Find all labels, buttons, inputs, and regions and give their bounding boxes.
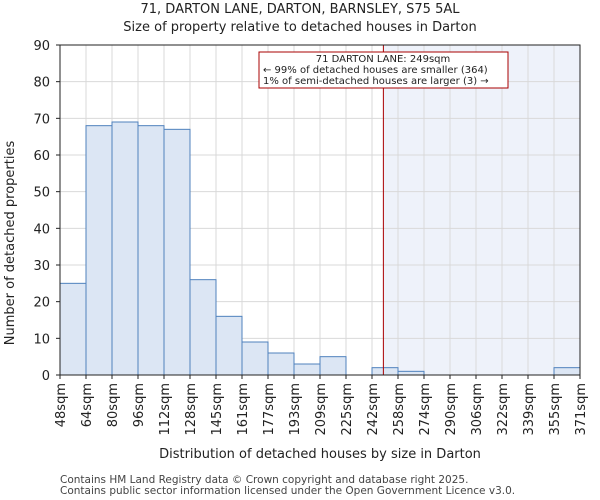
y-tick-label: 40 <box>33 222 50 237</box>
x-tick-label: 96sqm <box>132 383 147 427</box>
y-tick-label: 60 <box>33 149 50 164</box>
bar <box>319 356 347 376</box>
bar <box>215 315 243 376</box>
x-tick-label: 242sqm <box>366 383 381 436</box>
x-tick-label: 258sqm <box>392 383 407 436</box>
y-tick-label: 50 <box>33 186 50 201</box>
x-tick-label: 48sqm <box>54 383 69 427</box>
y-tick-label: 20 <box>33 296 50 311</box>
x-tick-label: 128sqm <box>184 383 199 436</box>
chart-title: 71, DARTON LANE, DARTON, BARNSLEY, S75 5… <box>141 2 461 17</box>
annotation-line-2: ← 99% of detached houses are smaller (36… <box>263 65 488 76</box>
x-tick-label: 355sqm <box>548 383 563 436</box>
bar <box>59 282 87 376</box>
x-tick-label: 290sqm <box>444 383 459 436</box>
y-axis-label: Number of detached properties <box>3 141 18 346</box>
x-tick-label: 306sqm <box>470 383 485 436</box>
bar <box>293 363 321 376</box>
x-tick-label: 322sqm <box>496 383 511 436</box>
y-axis-ticks: 0 10 20 30 40 50 60 70 80 90 <box>33 39 60 384</box>
x-tick-label: 64sqm <box>80 383 95 427</box>
footer-line-2: Contains public sector information licen… <box>60 485 515 497</box>
y-tick-label: 80 <box>33 76 50 91</box>
y-tick-label: 30 <box>33 259 50 274</box>
y-tick-label: 90 <box>33 39 50 54</box>
x-tick-label: 339sqm <box>522 383 537 436</box>
x-tick-label: 177sqm <box>262 383 277 436</box>
x-tick-label: 145sqm <box>210 383 225 436</box>
bars <box>59 121 581 376</box>
bar <box>267 352 295 376</box>
y-tick-label: 70 <box>33 112 50 127</box>
bar <box>163 128 191 376</box>
bar <box>371 367 399 376</box>
bar <box>553 367 581 376</box>
x-tick-label: 80sqm <box>106 383 121 427</box>
bar <box>111 121 139 376</box>
annotation-line-3: 1% of semi-detached houses are larger (3… <box>263 76 489 87</box>
x-tick-label: 112sqm <box>158 383 173 436</box>
larger-region-shade <box>383 45 580 375</box>
annotation-box: 71 DARTON LANE: 249sqm ← 99% of detached… <box>258 51 509 89</box>
y-tick-label: 10 <box>33 332 50 347</box>
bar <box>189 279 217 376</box>
x-tick-label: 371sqm <box>574 383 589 436</box>
x-tick-label: 193sqm <box>288 383 303 436</box>
bar <box>137 125 165 376</box>
x-axis-ticks: 48sqm 64sqm 80sqm 96sqm 112sqm 128sqm 145sqm 16… <box>54 375 589 436</box>
annotation-line-1: 71 DARTON LANE: 249sqm <box>316 54 451 65</box>
bar <box>397 370 425 376</box>
x-axis-label: Distribution of detached houses by size … <box>159 447 481 462</box>
y-tick-label: 0 <box>42 369 50 384</box>
chart-subtitle: Size of property relative to detached ho… <box>123 20 476 35</box>
x-tick-label: 161sqm <box>236 383 251 436</box>
x-tick-label: 209sqm <box>314 383 329 436</box>
annotation-frame <box>258 51 509 89</box>
x-tick-label: 225sqm <box>340 383 355 436</box>
bar <box>85 125 113 376</box>
footer-line-1: Contains HM Land Registry data © Crown c… <box>60 474 468 486</box>
bar <box>241 341 269 376</box>
x-tick-label: 274sqm <box>418 383 433 436</box>
